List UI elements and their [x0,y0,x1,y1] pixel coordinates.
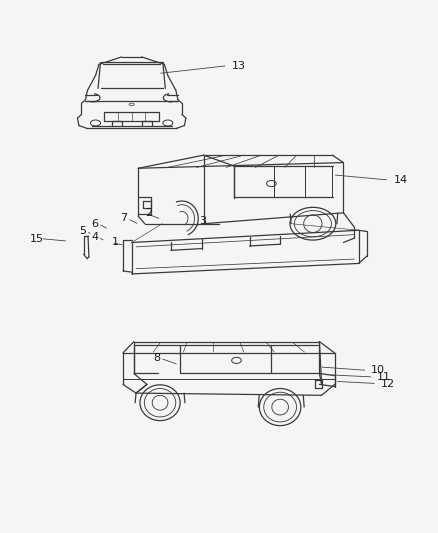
Text: 8: 8 [153,353,160,363]
Text: 4: 4 [91,232,98,242]
Text: 10: 10 [371,366,385,375]
Text: 2: 2 [145,208,153,218]
Text: 6: 6 [91,219,98,229]
Text: 13: 13 [232,61,246,71]
Text: 11: 11 [377,372,391,382]
Text: 12: 12 [381,378,395,389]
Text: 7: 7 [120,214,127,223]
Text: 15: 15 [29,233,43,244]
Text: 1: 1 [112,238,119,247]
Text: 5: 5 [79,225,86,236]
Text: 3: 3 [199,216,206,226]
Text: 14: 14 [394,175,408,185]
